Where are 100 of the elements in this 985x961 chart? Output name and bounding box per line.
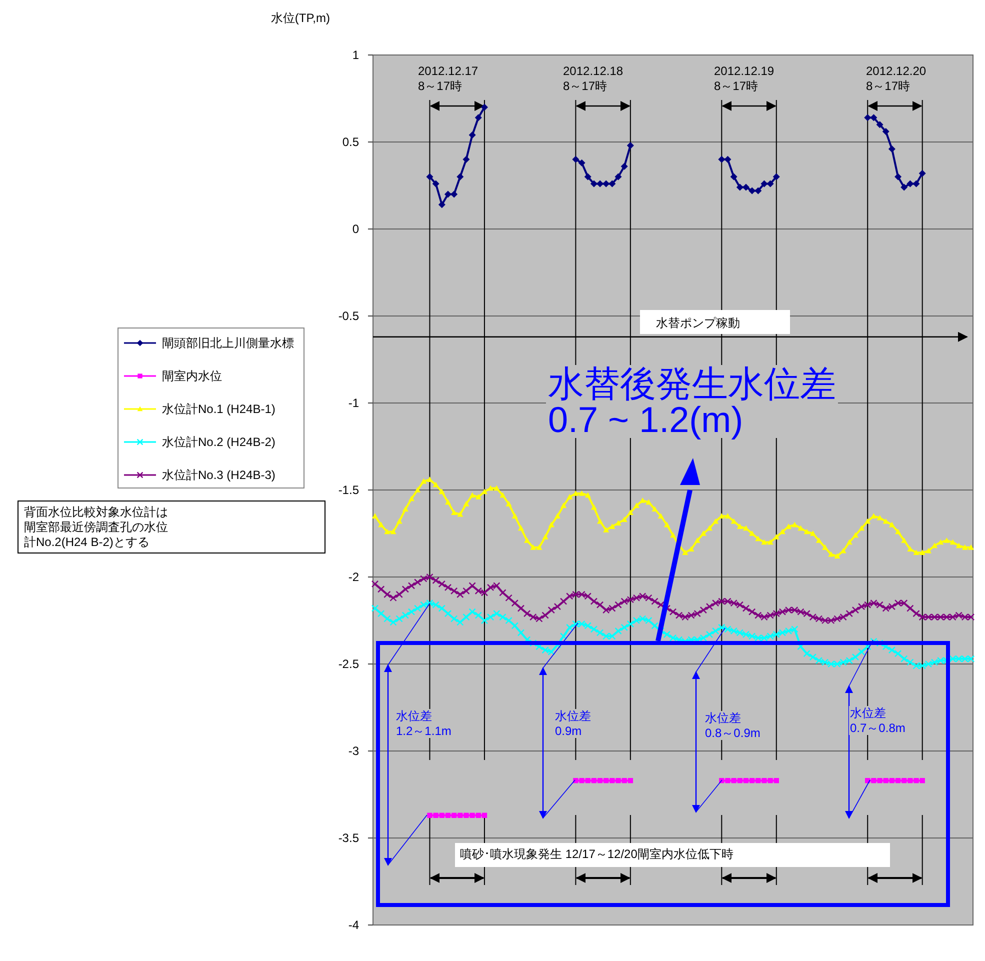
point	[616, 778, 621, 784]
point	[591, 778, 597, 784]
annotation: 2012.12.19 8～17時	[714, 64, 774, 93]
point	[889, 778, 895, 784]
y-tick-label: -1.5	[338, 483, 360, 497]
point	[895, 778, 901, 784]
annotation: 水位差 1.2～1.1m	[396, 709, 452, 738]
point	[762, 778, 767, 784]
point	[743, 778, 749, 784]
point	[864, 114, 872, 122]
y-tick-label: 0.5	[342, 135, 360, 149]
point	[458, 812, 463, 818]
y-tick-label: 1	[352, 48, 360, 62]
y-tick-label: -2	[348, 570, 360, 584]
point	[736, 184, 744, 191]
point	[908, 778, 913, 784]
point	[450, 190, 458, 198]
y-axis-title: 水位(TP,m)	[270, 11, 330, 25]
point	[590, 180, 598, 188]
point	[480, 104, 488, 111]
point	[585, 778, 590, 784]
point	[476, 812, 481, 818]
point	[622, 778, 627, 784]
annotation: 水位差 0.8～0.9m	[705, 711, 760, 740]
y-tick-label: -0.5	[338, 309, 360, 323]
point	[438, 201, 446, 208]
point	[883, 778, 888, 784]
point	[774, 778, 779, 784]
y-tick-label: 0	[352, 222, 360, 236]
y-tick-label: -3.5	[338, 831, 360, 845]
point	[626, 142, 634, 149]
point	[882, 128, 890, 136]
point	[608, 180, 616, 188]
point	[602, 180, 610, 188]
point	[482, 812, 488, 818]
point	[427, 812, 432, 818]
point	[756, 778, 761, 784]
point	[584, 173, 592, 180]
point	[900, 184, 908, 191]
point	[749, 778, 755, 784]
point	[918, 170, 926, 177]
point	[614, 173, 622, 180]
point	[731, 778, 736, 784]
point	[464, 812, 469, 818]
point	[604, 778, 609, 784]
point	[730, 173, 738, 180]
point	[737, 778, 742, 784]
point	[474, 114, 482, 122]
point	[768, 778, 773, 784]
point	[628, 778, 634, 784]
point	[906, 180, 914, 188]
legend-label: 水位計No.1 (H24B-1)	[162, 402, 276, 416]
point	[456, 173, 464, 180]
y-tick-label: -3	[348, 744, 360, 758]
point	[870, 114, 878, 122]
annotation: 水替ポンプ稼動	[656, 316, 740, 330]
point	[871, 778, 876, 784]
y-tick-label: -2.5	[338, 657, 360, 671]
legend-label: 閘頭部旧北上川側量水標	[162, 336, 294, 350]
annotation: 2012.12.18 8～17時	[563, 64, 624, 93]
point	[462, 156, 470, 163]
text: 背面水位比較対象水位計は閘室部最近傍調査孔の水位計No.2(H24 B-2)とする	[24, 505, 168, 549]
point	[596, 180, 604, 188]
legend-label: 水位計No.2 (H24B-2)	[162, 435, 276, 449]
point	[742, 184, 750, 191]
y-tick-label: -4	[348, 918, 360, 932]
point	[876, 121, 884, 128]
legend-label: 水位計No.3 (H24B-3)	[162, 468, 276, 482]
annotation: 2012.12.20 8～17時	[866, 64, 926, 93]
point	[620, 162, 628, 170]
point	[451, 812, 457, 818]
point	[432, 180, 440, 188]
annotation: 水位差 0.9m	[555, 709, 591, 738]
point	[754, 187, 762, 194]
annotation: 2012.12.17 8～17時	[418, 64, 478, 93]
point	[724, 156, 732, 163]
point	[902, 778, 907, 784]
point	[920, 778, 925, 784]
point	[760, 180, 768, 188]
point	[894, 173, 902, 180]
annotation: 水替後発生水位差 0.7 ~ 1.2(m)	[548, 363, 836, 440]
annotation: 噴砂･噴水現象発生 12/17～12/20閘室内水位低下時	[460, 847, 734, 861]
legend-label: 閘室内水位	[162, 369, 222, 383]
point	[468, 132, 476, 139]
point	[573, 778, 578, 784]
point	[578, 159, 586, 166]
point	[725, 778, 730, 784]
point	[572, 156, 580, 163]
y-tick-label: -1	[348, 396, 360, 410]
point	[470, 812, 475, 818]
point	[718, 156, 726, 163]
point	[444, 190, 452, 198]
point	[888, 145, 896, 152]
point	[877, 778, 882, 784]
point	[610, 778, 615, 784]
point	[912, 180, 920, 188]
point	[772, 173, 780, 180]
point	[748, 187, 756, 194]
point	[426, 173, 434, 180]
point	[579, 778, 584, 784]
